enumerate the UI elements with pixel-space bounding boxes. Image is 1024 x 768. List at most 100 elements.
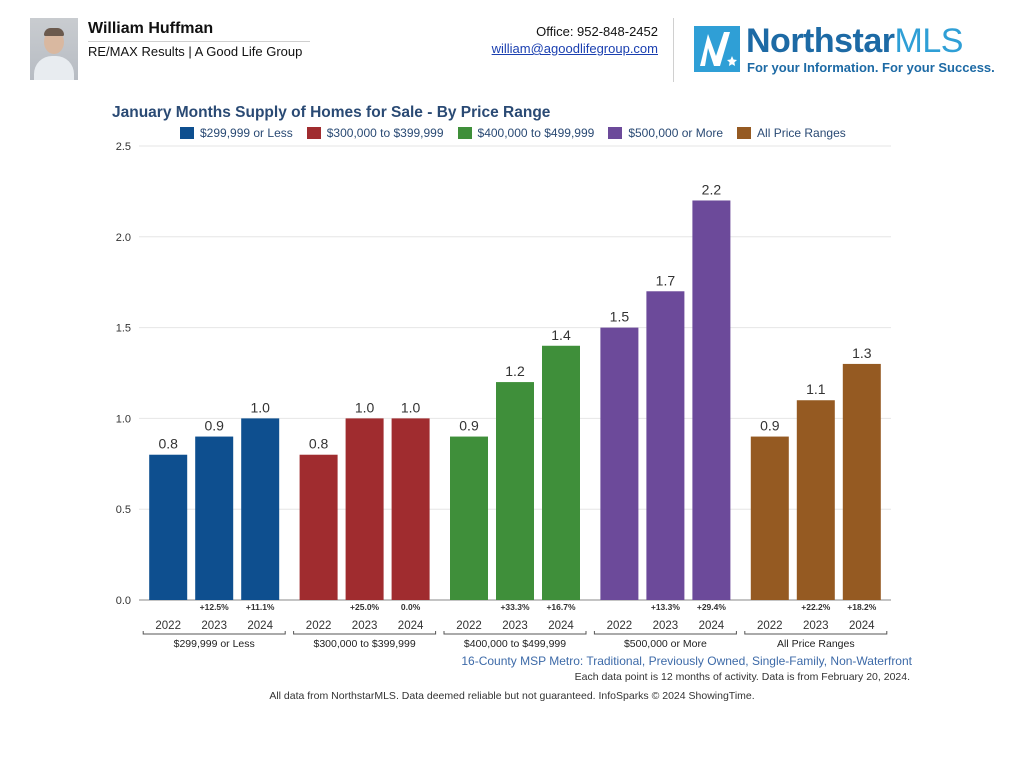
legend-label: $400,000 to $499,999 bbox=[477, 126, 595, 140]
bar-value-label: 1.0 bbox=[250, 399, 270, 415]
legend-label: $500,000 or More bbox=[628, 126, 724, 140]
legend-swatch bbox=[306, 127, 321, 139]
bar bbox=[496, 382, 534, 600]
category-label: $500,000 or More bbox=[624, 638, 707, 650]
x-tick-label: 2023 bbox=[201, 620, 227, 632]
bar-value-label: 1.5 bbox=[610, 309, 630, 325]
legend-label: $300,000 to $399,999 bbox=[326, 126, 444, 140]
northstar-logo-icon bbox=[694, 26, 740, 72]
yoy-change-label: +22.2% bbox=[801, 602, 831, 612]
bar-value-label: 1.7 bbox=[656, 272, 676, 288]
y-tick-label: 0.5 bbox=[116, 504, 131, 516]
northstar-mls-logo: NorthstarMLS For your Information. For y… bbox=[694, 22, 995, 78]
bar-value-label: 0.8 bbox=[158, 436, 178, 452]
bar bbox=[149, 454, 188, 600]
x-tick-label: 2023 bbox=[352, 620, 378, 632]
bar-value-label: 1.4 bbox=[551, 327, 571, 343]
yoy-change-label: +25.0% bbox=[350, 602, 380, 612]
logo-wordmark: NorthstarMLS bbox=[746, 22, 963, 60]
x-tick-label: 2023 bbox=[653, 620, 679, 632]
x-tick-label: 2023 bbox=[502, 620, 528, 632]
x-tick-label: 2022 bbox=[306, 620, 332, 632]
bar-value-label: 0.8 bbox=[309, 436, 329, 452]
bar-value-label: 1.0 bbox=[401, 399, 421, 415]
agent-email-link[interactable]: william@agoodlifegroup.com bbox=[491, 41, 658, 56]
bar bbox=[796, 400, 835, 600]
bar bbox=[345, 418, 384, 600]
legend-label: All Price Ranges bbox=[757, 126, 846, 140]
x-tick-label: 2024 bbox=[548, 620, 574, 632]
logo-tagline: For your Information. For your Success. bbox=[747, 60, 995, 75]
bar bbox=[842, 363, 881, 600]
legend-item: All Price Ranges bbox=[737, 125, 846, 141]
yoy-change-label: +13.3% bbox=[651, 602, 681, 612]
yoy-change-label: +29.4% bbox=[697, 602, 727, 612]
yoy-change-label: 0.0% bbox=[401, 602, 421, 612]
legend-item: $400,000 to $499,999 bbox=[457, 125, 595, 141]
agent-photo bbox=[30, 18, 78, 80]
x-tick-label: 2023 bbox=[803, 620, 829, 632]
bar-value-label: 1.3 bbox=[852, 345, 872, 361]
x-tick-label: 2022 bbox=[757, 620, 783, 632]
bar-value-label: 1.2 bbox=[505, 363, 525, 379]
bar bbox=[542, 345, 580, 600]
chart-legend: $299,999 or Less $300,000 to $399,999 $4… bbox=[180, 125, 846, 141]
legend-swatch bbox=[457, 127, 472, 139]
bar bbox=[750, 436, 789, 600]
bar bbox=[600, 327, 639, 600]
bar-value-label: 0.9 bbox=[459, 418, 479, 434]
legend-swatch bbox=[180, 127, 194, 139]
bar-value-label: 2.2 bbox=[702, 181, 722, 197]
bar bbox=[692, 200, 731, 601]
bar bbox=[450, 436, 488, 600]
legend-item: $299,999 or Less bbox=[180, 125, 293, 141]
legend-item: $500,000 or More bbox=[608, 125, 723, 141]
x-tick-label: 2022 bbox=[155, 620, 181, 632]
category-bracket bbox=[593, 631, 737, 635]
x-tick-label: 2024 bbox=[247, 620, 273, 632]
bar bbox=[391, 418, 430, 600]
bar-chart: 0.0 0.5 1.0 1.5 2.0 2.5 0.8 2022 0.9 +12.5% 2023 1.… bbox=[116, 141, 891, 650]
category-bracket bbox=[443, 631, 587, 635]
legend-label: $299,999 or Less bbox=[200, 126, 293, 140]
agent-company: RE/MAX Results | A Good Life Group bbox=[88, 44, 303, 59]
agent-name: William Huffman bbox=[88, 20, 214, 37]
agent-divider bbox=[88, 41, 310, 42]
x-tick-label: 2024 bbox=[699, 620, 725, 632]
x-tick-label: 2024 bbox=[398, 620, 424, 632]
yoy-change-label: +33.3% bbox=[500, 602, 530, 612]
legend-swatch bbox=[737, 127, 752, 139]
data-period-note: Each data point is 12 months of activity… bbox=[574, 671, 910, 683]
category-label: $299,999 or Less bbox=[174, 638, 255, 650]
report-header: William Huffman RE/MAX Results | A Good … bbox=[0, 0, 1024, 90]
bar-value-label: 0.9 bbox=[760, 418, 780, 434]
market-region-note: 16-County MSP Metro: Traditional, Previo… bbox=[461, 654, 912, 668]
yoy-change-label: +16.7% bbox=[546, 602, 576, 612]
chart-title: January Months Supply of Homes for Sale … bbox=[112, 104, 551, 121]
y-tick-label: 0.0 bbox=[116, 595, 131, 607]
y-tick-label: 1.0 bbox=[116, 413, 131, 425]
data-source-disclaimer: All data from NorthstarMLS. Data deemed … bbox=[269, 690, 755, 702]
x-tick-label: 2022 bbox=[456, 620, 482, 632]
bar-value-label: 1.1 bbox=[806, 381, 826, 397]
yoy-change-label: +12.5% bbox=[200, 602, 230, 612]
y-tick-label: 2.5 bbox=[116, 141, 131, 153]
category-label: $400,000 to $499,999 bbox=[464, 638, 566, 650]
bar bbox=[646, 291, 685, 600]
category-label: $300,000 to $399,999 bbox=[314, 638, 416, 650]
bar-value-label: 1.0 bbox=[355, 399, 375, 415]
bar-value-label: 0.9 bbox=[204, 418, 224, 434]
header-divider bbox=[673, 18, 674, 82]
yoy-change-label: +11.1% bbox=[246, 602, 275, 612]
yoy-change-label: +18.2% bbox=[847, 602, 877, 612]
category-bracket bbox=[744, 631, 888, 635]
category-label: All Price Ranges bbox=[777, 638, 855, 650]
x-tick-label: 2024 bbox=[849, 620, 875, 632]
category-bracket bbox=[293, 631, 437, 635]
legend-swatch bbox=[608, 127, 623, 139]
bar bbox=[241, 418, 280, 600]
x-tick-label: 2022 bbox=[607, 620, 633, 632]
y-tick-label: 2.0 bbox=[116, 232, 131, 244]
bar bbox=[195, 436, 234, 600]
legend-item: $300,000 to $399,999 bbox=[306, 125, 444, 141]
